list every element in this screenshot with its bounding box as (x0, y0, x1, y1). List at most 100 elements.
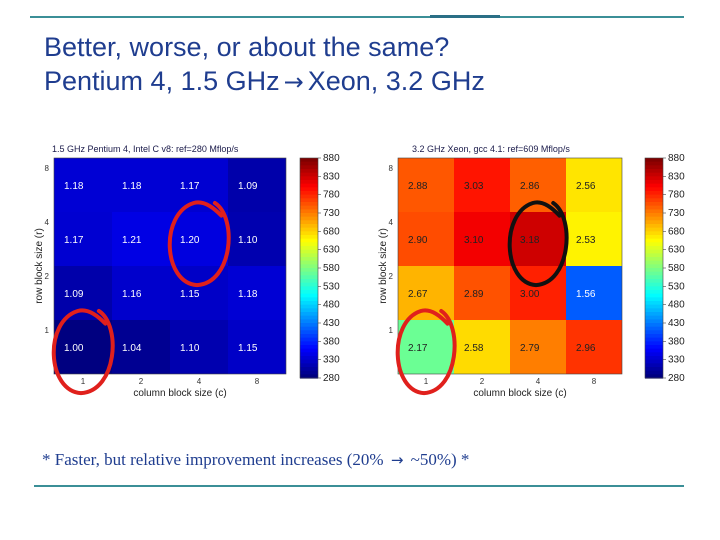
colorbar-segment (645, 183, 663, 188)
colorbar-segment (300, 165, 318, 170)
x-tick-label: 8 (592, 377, 597, 386)
title-left-machine: Pentium 4, 1.5 GHz (44, 66, 280, 96)
bottom-rule (34, 485, 684, 487)
colorbar-segment (645, 216, 663, 221)
colorbar-segment (300, 257, 318, 262)
colorbar-tick-label: 680 (323, 226, 340, 237)
cell-label: 1.56 (576, 289, 596, 300)
colorbar-segment (645, 165, 663, 170)
cell-label: 2.90 (408, 235, 428, 246)
colorbar-tick-label: 280 (668, 373, 685, 384)
x-tick-label: 4 (536, 377, 541, 386)
colorbar-segment (645, 246, 663, 251)
colorbar-segment (645, 348, 663, 353)
colorbar-segment (645, 169, 663, 174)
colorbar-segment (300, 220, 318, 225)
colorbar-segment (645, 374, 663, 379)
arrow-icon: → (390, 451, 404, 469)
cell-label: 2.17 (408, 343, 428, 354)
colorbar-segment (300, 260, 318, 265)
colorbar-segment (300, 374, 318, 379)
cell-label: 1.18 (122, 181, 142, 192)
heatmap-cell (228, 158, 286, 212)
colorbar-segment (300, 213, 318, 218)
y-tick-label: 8 (45, 164, 50, 173)
y-tick-label: 4 (389, 218, 394, 227)
cell-label: 2.53 (576, 235, 596, 246)
colorbar-segment (645, 356, 663, 361)
colorbar-segment (300, 172, 318, 177)
colorbar-segment (645, 194, 663, 199)
heatmap-cell (170, 320, 228, 374)
x-tick-label: 1 (81, 377, 86, 386)
top-rule-left (30, 16, 430, 18)
heatmap-cell (398, 320, 454, 374)
colorbar-segment (300, 209, 318, 214)
heatmap-cell (510, 212, 566, 266)
heatmap-cell (566, 158, 622, 212)
colorbar-segment (645, 249, 663, 254)
colorbar-segment (645, 242, 663, 247)
colorbar-tick-label: 480 (668, 300, 685, 311)
colorbar-tick-label: 530 (323, 281, 340, 292)
slide-title: Better, worse, or about the same? Pentiu… (44, 30, 485, 99)
cell-label: 1.20 (180, 235, 200, 246)
colorbar-tick-label: 280 (323, 373, 340, 384)
colorbar-segment (300, 202, 318, 207)
colorbar-segment (300, 334, 318, 339)
colorbar-segment (645, 264, 663, 269)
colorbar-segment (300, 231, 318, 236)
heatmap-cell (454, 320, 510, 374)
cell-label: 1.15 (180, 289, 200, 300)
title-line-1: Better, worse, or about the same? (44, 32, 450, 62)
colorbar-segment (645, 312, 663, 317)
colorbar-segment (645, 363, 663, 368)
annotation-circle (507, 200, 569, 288)
colorbar-segment (645, 213, 663, 218)
colorbar-segment (300, 158, 318, 163)
cell-label: 3.18 (520, 235, 540, 246)
colorbar-segment (645, 191, 663, 196)
colorbar-segment (300, 249, 318, 254)
colorbar-tick-label: 730 (323, 208, 340, 219)
heatmap-cell (112, 266, 170, 320)
colorbar-segment (300, 312, 318, 317)
colorbar-segment (645, 202, 663, 207)
heatmap-figure: 1.5 GHz Pentium 4, Intel C v8: ref=280 M… (34, 144, 685, 399)
colorbar-segment (300, 319, 318, 324)
colorbar-tick-label: 480 (323, 300, 340, 311)
chart-title: 1.5 GHz Pentium 4, Intel C v8: ref=280 M… (52, 144, 239, 154)
colorbar-segment (645, 231, 663, 236)
colorbar-segment (645, 286, 663, 291)
cell-label: 2.88 (408, 181, 428, 192)
colorbar-segment (645, 352, 663, 357)
colorbar-segment (300, 286, 318, 291)
heatmap-cell (454, 266, 510, 320)
colorbar-tick-label: 380 (668, 336, 685, 347)
colorbar-tick-label: 730 (668, 208, 685, 219)
colorbar-segment (645, 158, 663, 163)
colorbar-segment (645, 227, 663, 232)
colorbar-segment (645, 220, 663, 225)
colorbar-segment (645, 315, 663, 320)
colorbar-tick-label: 580 (323, 263, 340, 274)
colorbar-segment (300, 227, 318, 232)
x-axis-label: column block size (c) (133, 388, 226, 399)
heatmap-cell (228, 212, 286, 266)
colorbar-tick-label: 430 (323, 318, 340, 329)
cell-label: 3.10 (464, 235, 484, 246)
colorbar-tick-label: 830 (668, 171, 685, 182)
colorbar-segment (645, 330, 663, 335)
colorbar-segment (300, 183, 318, 188)
footnote-suffix: ~50%) * (410, 450, 470, 469)
colorbar-segment (300, 290, 318, 295)
annotation-circle (395, 308, 457, 396)
x-tick-label: 2 (139, 377, 144, 386)
colorbar-tick-label: 580 (668, 263, 685, 274)
colorbar-segment (300, 297, 318, 302)
colorbar-segment (300, 198, 318, 203)
colorbar-segment (300, 282, 318, 287)
top-rule-right (500, 16, 684, 18)
colorbar-segment (645, 161, 663, 166)
cell-label: 1.09 (64, 289, 84, 300)
